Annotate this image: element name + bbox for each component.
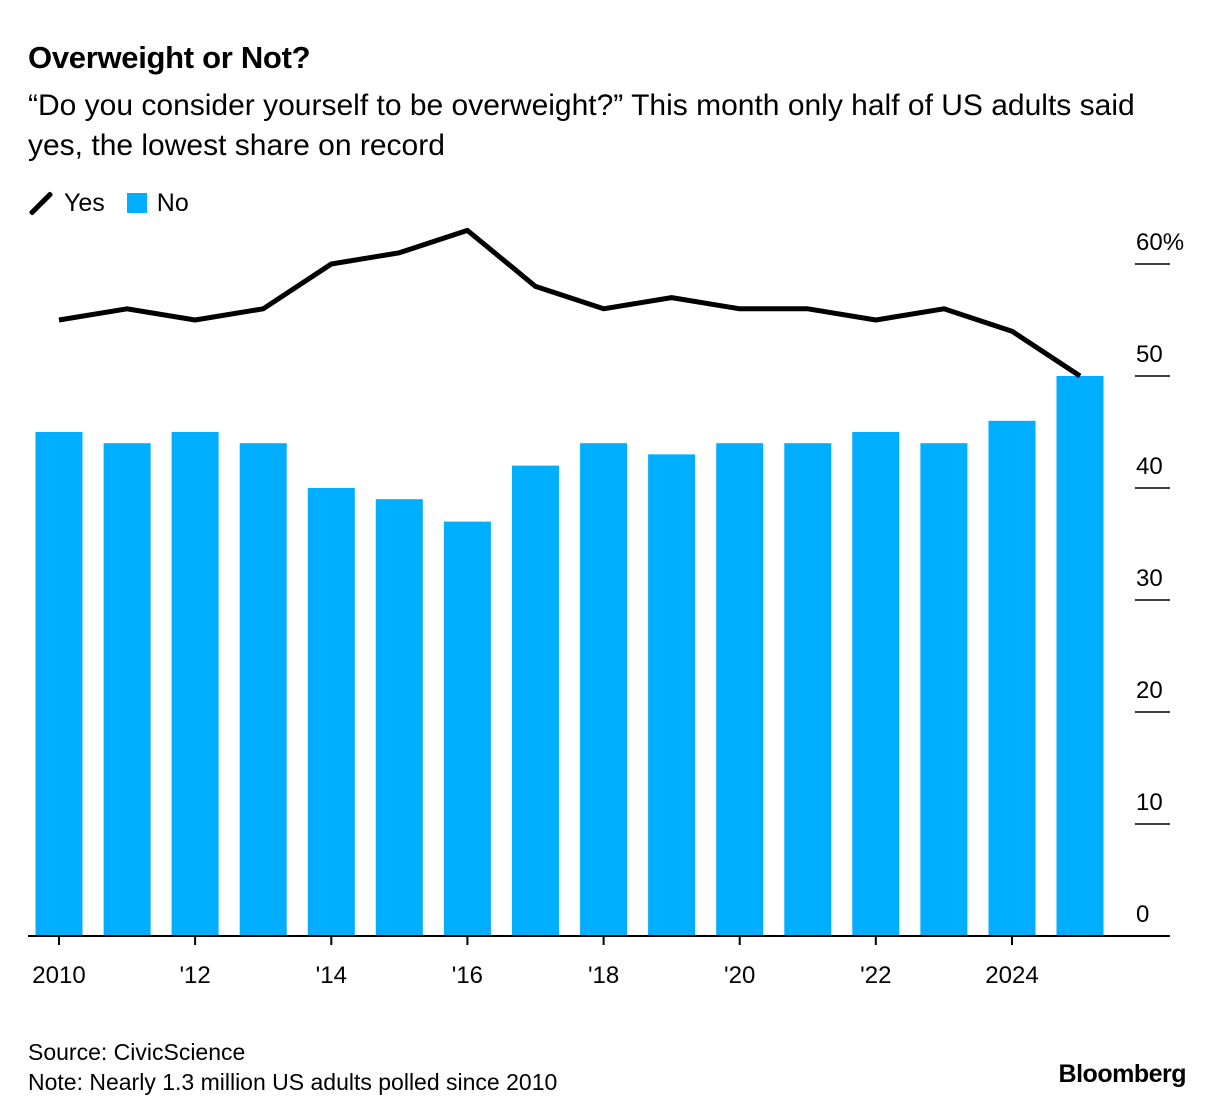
legend-bar-swatch xyxy=(126,193,147,213)
bar-no-2025 xyxy=(1056,376,1104,936)
x-tick-label-2018: '18 xyxy=(588,962,619,989)
bar-no-2011 xyxy=(103,443,151,936)
y-tick-label-0: 0 xyxy=(1136,901,1149,928)
bars-group xyxy=(35,376,1104,936)
bar-no-2010 xyxy=(35,432,83,936)
x-tick-label-2012: '12 xyxy=(179,962,210,989)
line-group xyxy=(58,227,1082,379)
bar-no-2023 xyxy=(920,443,968,936)
bar-no-2020 xyxy=(716,443,764,936)
source-note: Source: CivicScience xyxy=(28,1039,246,1065)
chart-title: Overweight or Not? xyxy=(28,40,311,75)
chart-subtitle: “Do you consider yourself to be overweig… xyxy=(28,89,1135,162)
y-tick-label-10: 10 xyxy=(1136,789,1163,816)
methodology-note: Note: Nearly 1.3 million US adults polle… xyxy=(28,1069,558,1095)
x-tick-label-2010: 2010 xyxy=(32,962,85,989)
x-axis: 2010 '12 '14 '16 '18 '20 '22 2024 xyxy=(28,935,1170,989)
bar-no-2021 xyxy=(784,443,832,936)
footer: Source: CivicScience Note: Nearly 1.3 mi… xyxy=(28,1037,557,1097)
y-tick-label-50: 50 xyxy=(1136,341,1163,368)
bar-no-2019 xyxy=(648,454,696,936)
bar-no-2015 xyxy=(375,499,423,936)
y-tick-label-20: 20 xyxy=(1136,677,1163,704)
legend-label-no: No xyxy=(156,188,189,217)
bar-no-2013 xyxy=(239,443,287,936)
bar-no-2018 xyxy=(580,443,628,936)
x-tick-label-2024: 2024 xyxy=(985,962,1038,989)
bar-no-2016 xyxy=(443,521,491,936)
y-axis: 0 10 20 30 40 50 60% xyxy=(1135,229,1184,928)
x-tick-label-2020: '20 xyxy=(724,962,755,989)
bloomberg-logo: Bloomberg xyxy=(1058,1060,1187,1088)
legend-item-no: No xyxy=(126,188,189,218)
x-tick-label-2014: '14 xyxy=(316,962,347,989)
series-line-yes xyxy=(58,227,1082,379)
y-tick-label-60: 60% xyxy=(1136,229,1184,256)
bar-no-2024 xyxy=(988,420,1036,936)
legend-item-yes: Yes xyxy=(28,189,105,218)
legend: Yes No xyxy=(28,186,211,220)
y-tick-label-30: 30 xyxy=(1136,565,1163,592)
legend-label-yes: Yes xyxy=(64,188,105,217)
x-tick-label-2016: '16 xyxy=(452,962,483,989)
bar-no-2012 xyxy=(171,432,219,936)
x-tick-label-2022: '22 xyxy=(860,962,891,989)
bar-no-2017 xyxy=(512,465,559,936)
y-tick-label-40: 40 xyxy=(1136,453,1163,480)
bar-no-2014 xyxy=(307,488,355,936)
bar-no-2022 xyxy=(852,432,900,936)
